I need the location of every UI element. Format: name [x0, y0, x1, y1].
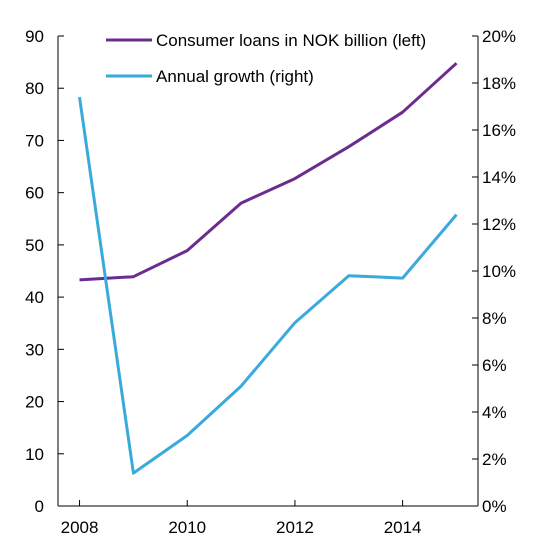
- x-tick-label: 2014: [384, 518, 422, 537]
- left-tick-label: 50: [25, 236, 44, 255]
- right-tick-label: 14%: [482, 168, 516, 187]
- left-tick-label: 70: [25, 131, 44, 150]
- series-layer: [78, 62, 458, 475]
- x-tick-label: 2012: [276, 518, 314, 537]
- right-tick-label: 8%: [482, 309, 507, 328]
- right-tick-label: 20%: [482, 27, 516, 46]
- right-tick-label: 12%: [482, 215, 516, 234]
- right-tick-label: 10%: [482, 262, 516, 281]
- left-tick-label: 40: [25, 288, 44, 307]
- left-tick-label: 90: [25, 27, 44, 46]
- x-tick-label: 2008: [61, 518, 99, 537]
- left-tick-label: 30: [25, 340, 44, 359]
- legend-label: Annual growth (right): [156, 67, 314, 86]
- series-line-consumer-loans: [79, 62, 458, 282]
- left-tick-label: 10: [25, 445, 44, 464]
- left-tick-label: 20: [25, 393, 44, 412]
- left-tick-label: 0: [35, 497, 44, 516]
- right-tick-label: 6%: [482, 356, 507, 375]
- series-line-annual-growth: [78, 96, 458, 475]
- right-tick-label: 4%: [482, 403, 507, 422]
- right-tick-label: 18%: [482, 74, 516, 93]
- right-tick-label: 2%: [482, 450, 507, 469]
- left-tick-label: 80: [25, 79, 44, 98]
- x-tick-label: 2010: [168, 518, 206, 537]
- right-tick-label: 16%: [482, 121, 516, 140]
- axes: 0 10 20 30 40 50 60 70 80 90 0% 2% 4% 6% 8% 10% 12% 14% 16…: [25, 27, 516, 537]
- legend: Consumer loans in NOK billion (left) Annu…: [106, 31, 426, 86]
- left-tick-label: 60: [25, 184, 44, 203]
- right-tick-label: 0%: [482, 497, 507, 516]
- legend-label: Consumer loans in NOK billion (left): [156, 31, 426, 50]
